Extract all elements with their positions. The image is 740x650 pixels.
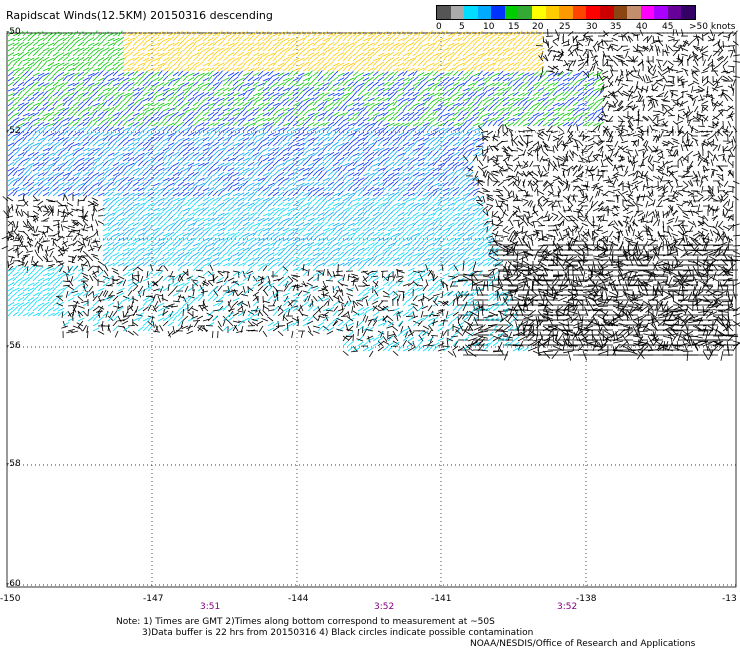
legend-label-50: >50 knots [689,22,736,32]
legend-swatch [518,6,533,19]
legend-swatch [491,6,505,19]
legend-label-15: 15 [508,22,520,32]
lat-label-54: -54 [6,233,21,243]
wind-speed-legend: 0 5 10 15 20 25 30 35 40 45 >50 knots [436,5,736,32]
legend-swatch [627,6,641,19]
credit-line: NOAA/NESDIS/Office of Research and Appli… [470,639,696,649]
lat-label-60: -60 [6,579,21,589]
legend-label-0: 0 [436,22,442,32]
lat-label-58: -58 [6,459,21,469]
note-line-1: Note: 1) Times are GMT 2)Times along bot… [116,617,495,627]
map-title: Rapidscat Winds(12.5KM) 20150316 descend… [6,9,273,22]
legend-swatch [654,6,668,19]
legend-swatch [572,6,587,19]
legend-label-10: 10 [483,22,495,32]
legend-label-25: 25 [559,22,571,32]
lon-label-138: -138 [576,594,597,604]
lat-label-56: -56 [6,341,21,351]
legend-swatch [450,6,465,19]
legend-swatch [504,6,519,19]
legend-swatch [464,6,478,19]
legend-swatch [640,6,655,19]
pass-time-1: 3:51 [200,602,221,612]
lon-label-141: -141 [431,594,452,604]
lat-label-50: -50 [6,27,21,37]
legend-label-45: 45 [662,22,674,32]
legend-label-5: 5 [459,22,465,32]
legend-swatch [437,6,451,19]
legend-swatch [613,6,628,19]
legend-label-30: 30 [586,22,598,32]
note-line-2: 3)Data buffer is 22 hrs from 20150316 4)… [142,628,534,638]
legend-labels: 0 5 10 15 20 25 30 35 40 45 >50 knots [436,20,736,32]
pass-time-3: 3:52 [557,602,578,612]
legend-swatch [681,6,695,19]
legend-label-40: 40 [636,22,648,32]
legend-label-20: 20 [532,22,544,32]
legend-color-bar [436,5,696,20]
lon-label-150: -150 [0,594,21,604]
lon-label-144: -144 [288,594,309,604]
lon-label-13: -13 [722,594,737,604]
legend-swatch [559,6,573,19]
legend-swatch [599,6,614,19]
legend-swatch [545,6,560,19]
legend-swatch [477,6,492,19]
legend-swatch [667,6,682,19]
wind-vectors [1,28,740,361]
lon-label-147: -147 [143,594,164,604]
legend-label-35: 35 [610,22,622,32]
legend-swatch [532,6,546,19]
lat-label-52: -52 [6,126,21,136]
legend-swatch [586,6,600,19]
pass-time-2: 3:52 [374,602,395,612]
